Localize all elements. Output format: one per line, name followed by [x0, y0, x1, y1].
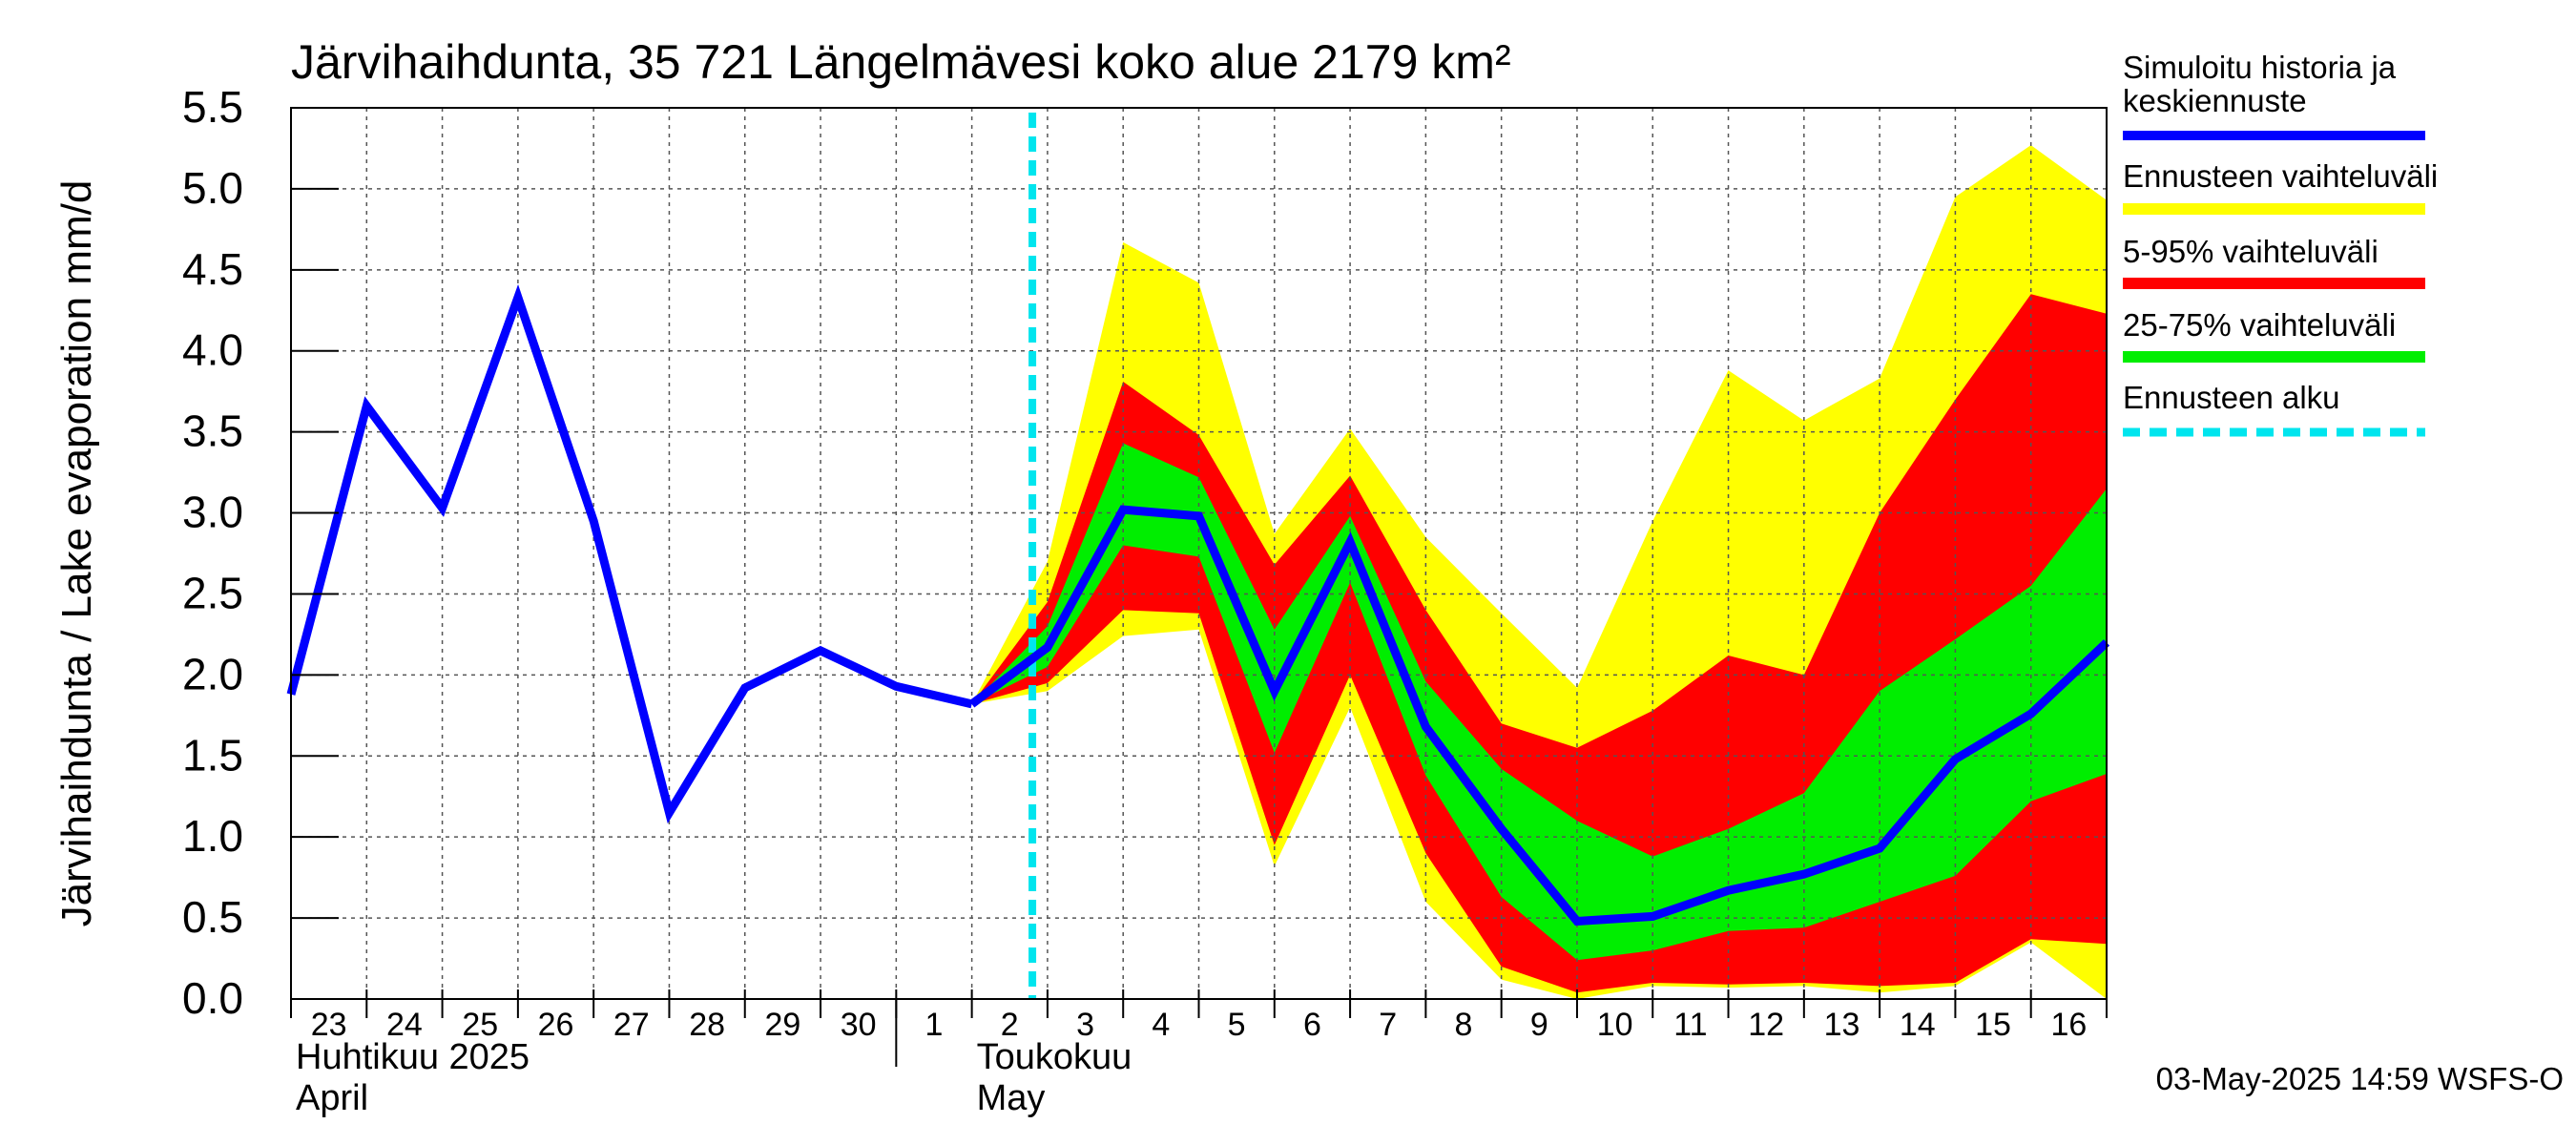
x-tick-label: 15 [1975, 1007, 2011, 1043]
x-tick-label: 3 [1076, 1007, 1094, 1043]
x-tick-label: 10 [1597, 1007, 1633, 1043]
x-tick-label: 2 [1001, 1007, 1019, 1043]
legend-label-range: Ennusteen vaihteluväli [2123, 158, 2438, 194]
x-tick-label: 27 [613, 1007, 650, 1043]
y-tick-label: 3.0 [182, 488, 243, 537]
y-axis-label: Järvihaihdunta / Lake evaporation mm/d [53, 180, 100, 927]
series-lines [286, 113, 2110, 999]
x-tick-label: 4 [1152, 1007, 1170, 1043]
month-label-may-fi: Toukokuu [977, 1037, 1132, 1077]
band-25-75 [971, 443, 2107, 961]
x-tick-label: 5 [1228, 1007, 1246, 1043]
x-tick-label: 13 [1824, 1007, 1860, 1043]
x-tick-label: 11 [1673, 1007, 1707, 1043]
x-tick-label: 14 [1900, 1007, 1936, 1043]
x-tick-label: 28 [689, 1007, 725, 1043]
month-label-april-fi: Huhtikuu 2025 [296, 1037, 530, 1077]
x-tick-label: 16 [2050, 1007, 2087, 1043]
y-tick-label: 5.0 [182, 163, 243, 213]
x-tick-label: 9 [1530, 1007, 1548, 1043]
legend: Simuloitu historia ja keskiennuste Ennus… [2123, 50, 2438, 437]
x-tick-label: 23 [311, 1007, 347, 1043]
x-tick-label: 24 [386, 1007, 423, 1043]
x-tick-label: 25 [462, 1007, 498, 1043]
x-tick-label: 26 [538, 1007, 574, 1043]
y-axis-ticks: 0.0 0.5 1.0 1.5 2.0 2.5 3.0 3.5 4.0 4.5 5.0 5.5 [182, 82, 339, 1023]
x-axis-ticks: 23 24 25 26 27 28 29 30 1 2 3 4 5 6 7 8 9 10 11 12 13 14 15 16 [290, 989, 2108, 1067]
timestamp: 03-May-2025 14:59 WSFS-O [2156, 1061, 2564, 1096]
x-tick-label: 29 [764, 1007, 800, 1043]
grid-lines [291, 107, 2107, 999]
x-tick-label: 6 [1303, 1007, 1321, 1043]
y-tick-label: 1.5 [182, 730, 243, 780]
legend-label-history-line1: Simuloitu historia ja [2123, 50, 2397, 85]
y-tick-label: 3.5 [182, 406, 243, 456]
x-tick-label: 12 [1748, 1007, 1784, 1043]
legend-label-forecast-start: Ennusteen alku [2123, 380, 2340, 415]
median-forecast-line [968, 505, 2110, 926]
y-tick-label: 4.0 [182, 325, 243, 375]
y-tick-label: 2.0 [182, 649, 243, 698]
y-tick-label: 0.5 [182, 892, 243, 942]
y-tick-label: 1.0 [182, 811, 243, 861]
x-tick-label: 7 [1379, 1007, 1397, 1043]
x-tick-label: 8 [1455, 1007, 1473, 1043]
y-tick-label: 4.5 [182, 244, 243, 294]
x-tick-label: 30 [841, 1007, 877, 1043]
y-tick-label: 0.0 [182, 973, 243, 1023]
forecast-bands [971, 145, 2107, 1000]
y-tick-label: 2.5 [182, 568, 243, 617]
month-label-may-en: May [977, 1078, 1046, 1118]
legend-label-5-95: 5-95% vaihteluväli [2123, 234, 2379, 269]
y-tick-label: 5.5 [182, 82, 243, 132]
month-label-april-en: April [296, 1078, 368, 1118]
history-line [286, 284, 973, 824]
x-tick-label: 1 [925, 1007, 944, 1043]
legend-label-25-75: 25-75% vaihteluväli [2123, 307, 2396, 343]
chart-title: Järvihaihdunta, 35 721 Längelmävesi koko… [291, 35, 1511, 89]
legend-label-history-line2: keskiennuste [2123, 83, 2307, 118]
